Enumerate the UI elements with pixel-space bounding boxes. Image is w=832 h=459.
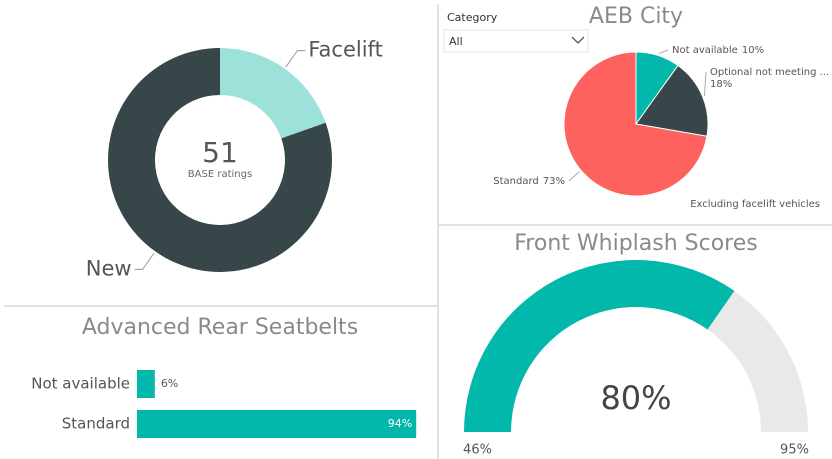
- note: Excluding facelift vehicles: [690, 199, 820, 210]
- slice-label: Not available 10%: [672, 45, 764, 56]
- donut-slice: [108, 48, 332, 272]
- chart-title: Advanced Rear Seatbelts: [82, 315, 358, 340]
- slice-value: 10%: [742, 45, 764, 56]
- slicer[interactable]: Category All: [443, 11, 589, 53]
- gauge-max-label: 95%: [780, 443, 809, 458]
- slice-name: Standard: [493, 176, 539, 187]
- y-tick-label: Not available: [31, 375, 130, 393]
- leader-line: [658, 49, 669, 55]
- bar: [137, 370, 155, 398]
- chevron: [571, 36, 585, 44]
- chart-title: Front Whiplash Scores: [514, 231, 757, 256]
- center-label: BASE ratings: [188, 169, 252, 180]
- slice-label: New: [86, 256, 132, 280]
- slice-value: 73%: [543, 176, 565, 187]
- y-tick-label: Standard: [62, 415, 130, 433]
- gauge-value-label: 80%: [600, 379, 671, 417]
- pie-slice: [635, 64, 709, 137]
- slice-name: Not available: [672, 45, 738, 56]
- slice-value: 18%: [710, 79, 732, 90]
- leader-line: [285, 50, 306, 68]
- leader-line: [134, 252, 155, 270]
- slicer-value: All: [449, 35, 463, 48]
- slice-label: Facelift: [308, 38, 382, 62]
- pie-slice: [563, 51, 708, 197]
- data-label: 6%: [161, 377, 178, 390]
- slicer-box[interactable]: [443, 29, 589, 53]
- slice-label: Standard 73%: [493, 176, 565, 187]
- data-label: 94%: [388, 417, 412, 430]
- leader-line: [568, 171, 580, 182]
- bar: [137, 410, 417, 438]
- center-value: 51: [202, 136, 238, 169]
- donut-slice: [220, 48, 326, 139]
- slicer-label: Category: [447, 11, 498, 24]
- slice-label: Optional not meeting ... 18%: [710, 67, 829, 90]
- slice-name: Optional not meeting ...: [710, 67, 829, 78]
- leader-line: [703, 71, 707, 96]
- chart-title: AEB City: [589, 4, 683, 29]
- gauge-min-label: 46%: [463, 443, 492, 458]
- gauge-value: [464, 260, 735, 432]
